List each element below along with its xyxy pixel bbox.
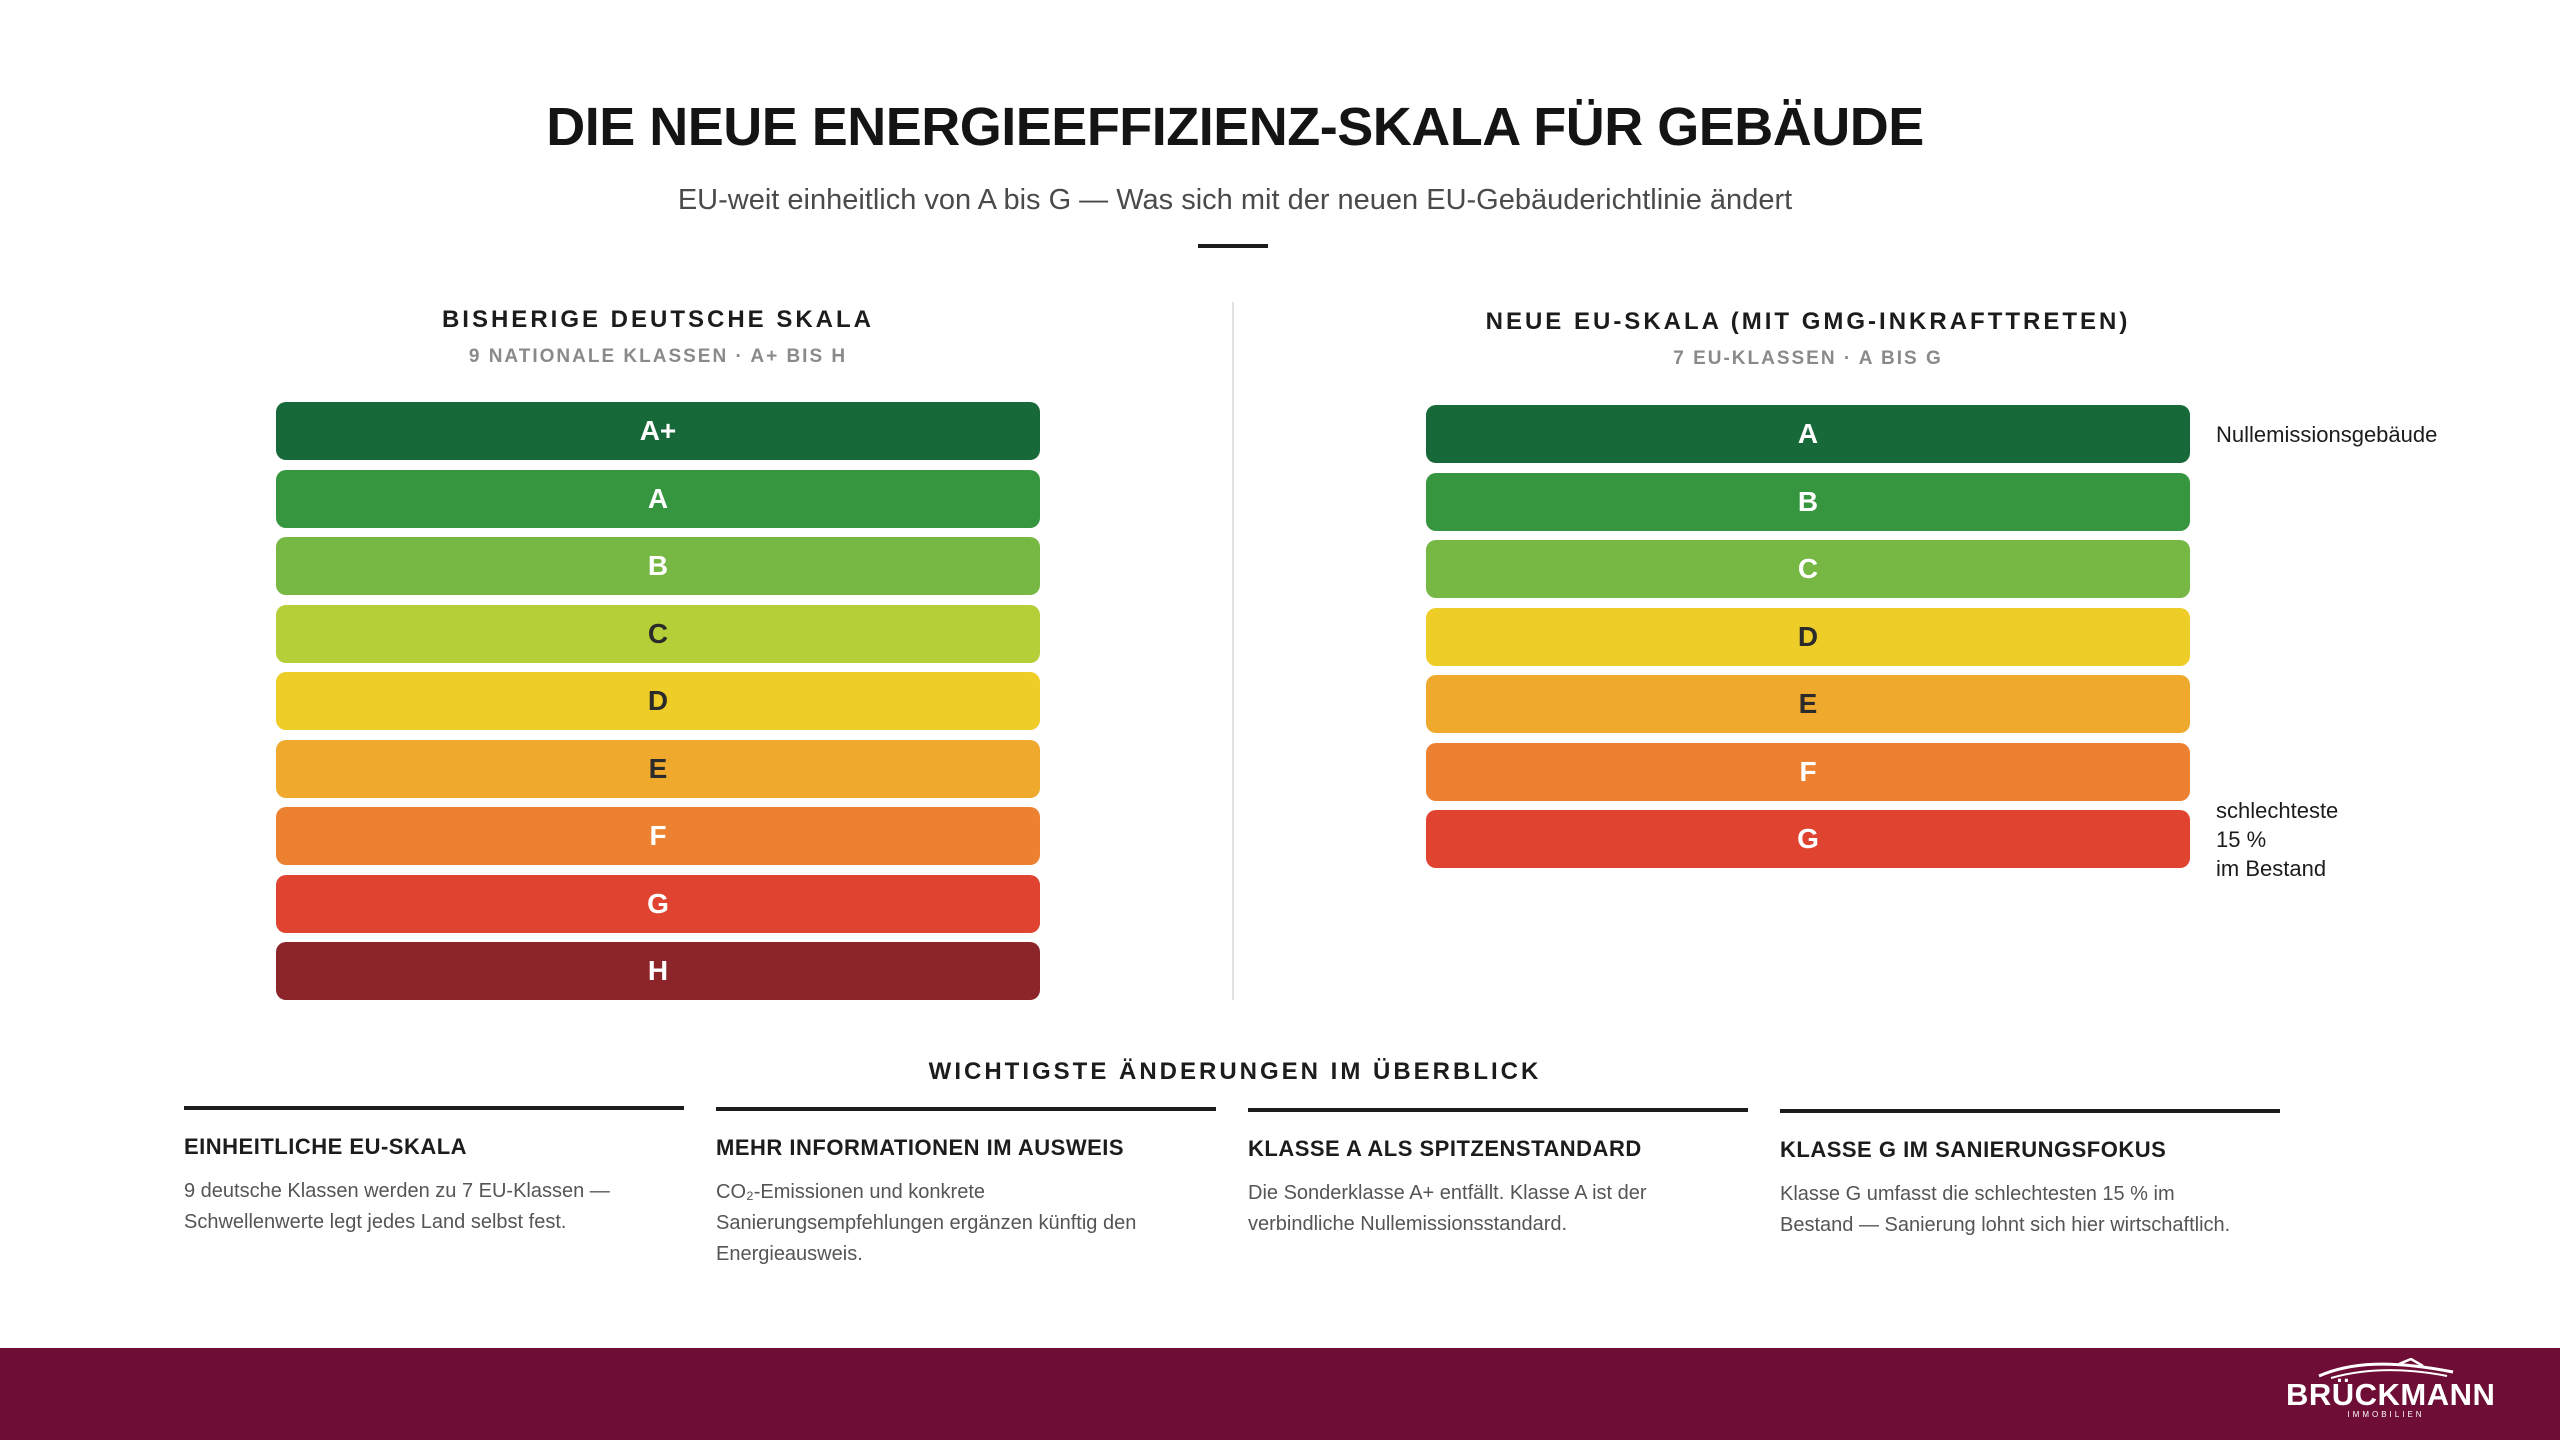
overview-heading: WICHTIGSTE ÄNDERUNGEN IM ÜBERBLICK — [928, 1058, 1542, 1085]
note-line: schlechteste — [2216, 798, 2339, 823]
card-title: EINHEITLICHE EU-SKALA — [184, 1134, 468, 1159]
old-scale-heading: BISHERIGE DEUTSCHE SKALA — [441, 306, 875, 333]
card-title: KLASSE A ALS SPITZENSTANDARD — [1248, 1136, 1642, 1161]
card-text-line: 9 deutsche Klassen werden zu 7 EU-Klasse… — [184, 1180, 610, 1202]
old-class-bar-a: A — [276, 469, 1040, 528]
page-title: DIE NEUE ENERGIEEFFIZIENZ-SKALA FÜR GEBÄ… — [546, 97, 1924, 157]
old-scale-bars: A+ A B C D E F G H — [276, 402, 1040, 1002]
old-class-bar-g: G — [276, 874, 1040, 933]
page-subtitle: EU-weit einheitlich von A bis G — Was si… — [677, 184, 1793, 216]
card-rule — [1780, 1109, 2280, 1113]
card-text: Klasse G umfasst die schlechtesten 15 % … — [1780, 1179, 2280, 1241]
change-card-more-info: MEHR INFORMATIONEN IM AUSWEIS CO₂-Emissi… — [716, 1107, 1216, 1270]
old-class-bar-h: H — [276, 942, 1040, 1000]
card-text-line: Energieausweis. — [716, 1243, 863, 1265]
logo-name: BRÜCKMANN — [2286, 1377, 2496, 1412]
roof-swoosh-icon — [2318, 1358, 2454, 1379]
old-class-bar-b: B — [276, 537, 1040, 595]
card-title: KLASSE G IM SANIERUNGSFOKUS — [1780, 1137, 2167, 1162]
note-zero-emission: Nullemissionsgebäude — [2216, 422, 2438, 447]
card-text: Die Sonderklasse A+ entfällt. Klasse A i… — [1248, 1178, 1748, 1240]
card-text: CO₂-Emissionen und konkrete Sanierungsem… — [716, 1177, 1216, 1270]
old-class-bar-a-plus: A+ — [276, 402, 1040, 460]
old-class-bar-e: E — [276, 739, 1040, 798]
card-text-line: CO₂-Emissionen und konkrete — [716, 1181, 985, 1203]
brand-logo[interactable]: BRÜCKMANN IMMOBILIEN — [2286, 1358, 2496, 1434]
card-rule — [716, 1107, 1216, 1111]
old-class-bar-d: D — [276, 672, 1040, 730]
new-class-bar-g: G — [1426, 810, 2190, 868]
old-class-bar-c: C — [276, 604, 1040, 663]
change-card-class-g: KLASSE G IM SANIERUNGSFOKUS Klasse G umf… — [1780, 1109, 2280, 1241]
new-class-bar-a: A — [1426, 405, 2190, 463]
title-divider — [1198, 244, 1268, 248]
new-class-bar-b: B — [1426, 472, 2190, 531]
change-card-eu-scale: EINHEITLICHE EU-SKALA 9 deutsche Klassen… — [184, 1106, 684, 1238]
card-title: MEHR INFORMATIONEN IM AUSWEIS — [716, 1135, 1125, 1160]
footer-bar — [0, 1348, 2560, 1440]
card-text-line: Sanierungsempfehlungen ergänzen künftig … — [716, 1212, 1137, 1234]
change-card-class-a: KLASSE A ALS SPITZENSTANDARD Die Sonderk… — [1248, 1108, 1748, 1240]
card-text: 9 deutsche Klassen werden zu 7 EU-Klasse… — [184, 1176, 684, 1238]
note-line: im Bestand — [2216, 856, 2327, 881]
new-class-bar-c: C — [1426, 540, 2190, 598]
old-scale-subheading: 9 NATIONALE KLASSEN · A+ BIS H — [468, 346, 848, 367]
card-text-line: Klasse G umfasst die schlechtesten 15 % … — [1780, 1183, 2175, 1205]
card-rule — [184, 1106, 684, 1110]
new-scale-heading: NEUE EU-SKALA (MIT GMG-INKRAFTTRETEN) — [1485, 308, 2131, 335]
card-text-line: verbindliche Nullemissionsstandard. — [1248, 1213, 1568, 1235]
card-text-line: Bestand — Sanierung lohnt sich hier wirt… — [1780, 1214, 2231, 1236]
card-text-line: Schwellenwerte legt jedes Land selbst fe… — [184, 1211, 567, 1233]
note-line: 15 % — [2216, 827, 2267, 852]
new-class-bar-d: D — [1426, 607, 2190, 666]
note-worst-share: schlechteste 15 % im Bestand — [2216, 796, 2338, 883]
new-class-bar-f: F — [1426, 742, 2190, 801]
new-class-bar-e: E — [1426, 675, 2190, 733]
logo-subtitle: IMMOBILIEN — [2347, 1410, 2425, 1419]
old-class-bar-f: F — [276, 807, 1040, 865]
card-text-line: Die Sonderklasse A+ entfällt. Klasse A i… — [1248, 1182, 1647, 1204]
new-scale-subheading: 7 EU-KLASSEN · A BIS G — [1673, 348, 1943, 369]
card-rule — [1248, 1108, 1748, 1112]
column-divider — [1232, 302, 1234, 1000]
